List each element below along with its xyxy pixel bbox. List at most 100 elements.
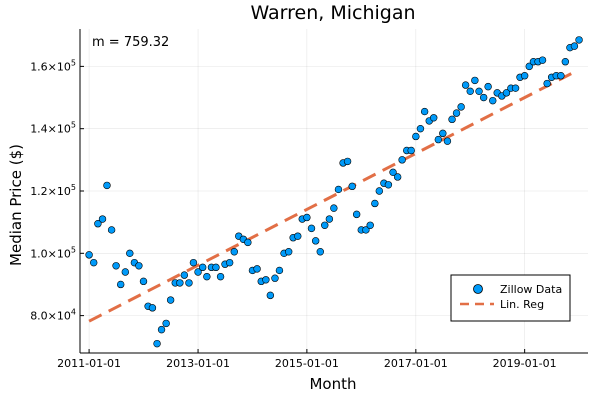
data-point-54 bbox=[330, 204, 338, 212]
data-point-50 bbox=[311, 237, 320, 245]
legend-box bbox=[450, 274, 571, 322]
axes bbox=[79, 29, 588, 354]
data-point-37 bbox=[253, 265, 261, 273]
data-point-12 bbox=[139, 277, 148, 286]
data-point-88 bbox=[484, 82, 492, 91]
data-point-80 bbox=[448, 115, 456, 124]
data-point-11 bbox=[135, 262, 143, 270]
data-point-89 bbox=[489, 96, 497, 105]
data-point-40 bbox=[266, 291, 275, 300]
data-point-16 bbox=[157, 325, 166, 334]
x-tick-label-1: 2013-01-01 bbox=[166, 357, 230, 370]
regression-line-group bbox=[88, 70, 576, 323]
data-point-76 bbox=[430, 114, 438, 122]
tick-labels: 2011-01-01 2013-01-01 2015-01-01 2017-01-01… bbox=[30, 58, 556, 370]
data-point-68 bbox=[393, 173, 402, 181]
data-point-57 bbox=[343, 157, 352, 166]
data-point-0 bbox=[85, 251, 93, 259]
legend: Zillow Data Lin. Reg bbox=[450, 274, 571, 322]
scatter-points-group bbox=[85, 36, 583, 348]
data-point-6 bbox=[112, 262, 120, 270]
data-point-79 bbox=[443, 137, 452, 145]
data-point-63 bbox=[371, 199, 379, 208]
data-point-52 bbox=[321, 221, 329, 229]
regression-line bbox=[88, 70, 576, 323]
data-point-66 bbox=[384, 181, 393, 189]
data-point-9 bbox=[126, 249, 134, 258]
legend-marker-zillow bbox=[473, 284, 483, 294]
y-tick-label-1: 1.0×105 bbox=[30, 245, 76, 260]
data-point-35 bbox=[244, 238, 252, 247]
data-point-85 bbox=[471, 76, 479, 85]
data-point-15 bbox=[153, 339, 161, 348]
data-point-81 bbox=[452, 109, 461, 117]
data-point-83 bbox=[461, 81, 470, 89]
data-point-71 bbox=[407, 146, 415, 155]
data-point-78 bbox=[439, 129, 447, 138]
data-point-20 bbox=[176, 279, 184, 287]
data-point-108 bbox=[575, 36, 583, 44]
data-point-42 bbox=[275, 266, 284, 275]
slope-annotation: m = 759.32 bbox=[92, 35, 169, 50]
data-point-73 bbox=[416, 124, 425, 133]
data-point-100 bbox=[538, 56, 547, 64]
data-point-28 bbox=[212, 263, 220, 272]
y-tick-label-4: 1.6×105 bbox=[30, 58, 76, 73]
data-point-3 bbox=[98, 215, 107, 223]
data-point-8 bbox=[121, 268, 130, 276]
data-point-25 bbox=[198, 263, 207, 272]
data-point-94 bbox=[511, 84, 520, 92]
data-point-14 bbox=[148, 304, 157, 312]
data-point-49 bbox=[307, 224, 316, 233]
data-point-58 bbox=[348, 182, 356, 191]
grid bbox=[80, 29, 588, 353]
data-point-46 bbox=[294, 232, 302, 240]
x-axis-label: Month bbox=[309, 375, 356, 393]
data-point-107 bbox=[570, 42, 579, 50]
data-point-21 bbox=[180, 271, 189, 279]
legend-label-zillow: Zillow Data bbox=[500, 283, 562, 296]
data-point-82 bbox=[457, 103, 465, 111]
y-tick-label-2: 1.2×105 bbox=[30, 183, 76, 198]
data-point-64 bbox=[375, 187, 384, 195]
data-point-84 bbox=[466, 87, 474, 96]
data-point-5 bbox=[107, 226, 116, 234]
data-point-97 bbox=[525, 62, 533, 71]
x-tick-label-0: 2011-01-01 bbox=[57, 357, 121, 370]
data-point-55 bbox=[334, 185, 343, 194]
data-point-4 bbox=[103, 181, 111, 190]
y-tick-label-3: 1.4×105 bbox=[30, 121, 76, 136]
chart-title: Warren, Michigan bbox=[250, 2, 415, 24]
y-tick-label-0: 8.0×104 bbox=[30, 308, 76, 323]
data-point-17 bbox=[162, 319, 170, 328]
data-point-32 bbox=[230, 248, 238, 256]
data-point-31 bbox=[225, 258, 234, 267]
legend-label-linreg: Lin. Reg bbox=[500, 298, 544, 311]
x-tick-label-4: 2019-01-01 bbox=[493, 357, 557, 370]
data-point-92 bbox=[502, 89, 511, 97]
data-point-2 bbox=[94, 220, 102, 228]
data-point-69 bbox=[398, 156, 406, 164]
data-point-26 bbox=[203, 272, 211, 281]
data-point-44 bbox=[284, 248, 293, 256]
data-point-53 bbox=[325, 215, 334, 223]
data-point-7 bbox=[116, 280, 125, 289]
data-point-72 bbox=[412, 132, 420, 141]
data-point-67 bbox=[389, 168, 397, 177]
data-point-18 bbox=[166, 296, 175, 304]
data-point-39 bbox=[262, 276, 270, 284]
data-point-41 bbox=[271, 274, 279, 282]
data-point-96 bbox=[520, 72, 529, 80]
x-tick-label-3: 2017-01-01 bbox=[384, 357, 448, 370]
data-point-101 bbox=[543, 79, 551, 88]
data-point-105 bbox=[561, 58, 570, 66]
data-point-22 bbox=[185, 279, 193, 287]
data-point-61 bbox=[362, 226, 370, 234]
data-point-59 bbox=[352, 210, 361, 219]
data-point-23 bbox=[189, 258, 198, 267]
data-point-77 bbox=[434, 135, 443, 144]
x-tick-label-2: 2015-01-01 bbox=[275, 357, 339, 370]
data-point-86 bbox=[475, 87, 483, 96]
